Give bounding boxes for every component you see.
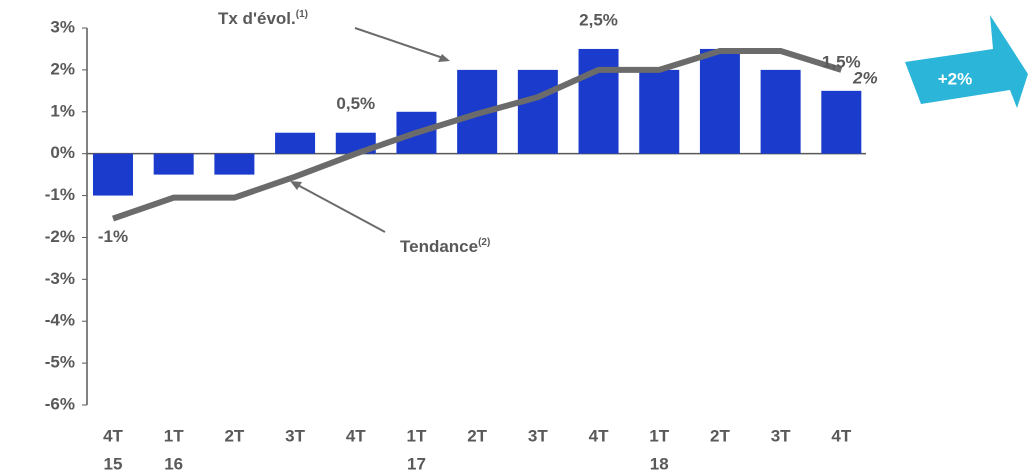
x-tick-label: 4T bbox=[103, 426, 123, 445]
bar bbox=[153, 153, 194, 175]
x-year-label: 18 bbox=[650, 454, 669, 472]
y-tick-label: -1% bbox=[45, 185, 75, 204]
y-tick-label: -3% bbox=[45, 269, 75, 288]
x-tick-label: 3T bbox=[285, 426, 305, 445]
y-tick-label: 3% bbox=[50, 17, 75, 36]
bar bbox=[821, 90, 862, 154]
line-annotation: Tendance(2) bbox=[400, 237, 490, 257]
data-label: 2,5% bbox=[579, 10, 618, 29]
data-label: 0,5% bbox=[336, 94, 375, 113]
x-year-label: 17 bbox=[407, 454, 426, 472]
x-tick-label: 4T bbox=[589, 426, 609, 445]
bar bbox=[93, 153, 133, 196]
data-label: 2% bbox=[852, 68, 878, 87]
x-tick-label: 1T bbox=[164, 426, 184, 445]
annotation-arrow bbox=[354, 27, 447, 60]
x-tick-label: 3T bbox=[771, 426, 791, 445]
x-tick-label: 3T bbox=[528, 426, 548, 445]
bar bbox=[214, 153, 255, 175]
arrow-head bbox=[438, 54, 450, 62]
x-tick-label: 4T bbox=[346, 426, 366, 445]
bar bbox=[517, 69, 558, 154]
bar bbox=[639, 69, 680, 154]
bar bbox=[275, 132, 316, 154]
annotation-text: Tx d'évol. bbox=[218, 9, 296, 28]
x-tick-label: 4T bbox=[831, 426, 851, 445]
annotation-sup: (1) bbox=[296, 9, 308, 20]
y-tick-label: 2% bbox=[50, 59, 75, 78]
arrow-head bbox=[290, 181, 302, 190]
x-tick-label: 2T bbox=[467, 426, 487, 445]
x-tick-label: 1T bbox=[407, 426, 427, 445]
trend-line bbox=[112, 48, 843, 222]
bar bbox=[699, 48, 740, 154]
annotation-arrow bbox=[293, 182, 386, 233]
y-tick-label: 1% bbox=[50, 101, 75, 120]
y-tick-label: -6% bbox=[45, 394, 75, 413]
y-tick-label: -4% bbox=[45, 311, 75, 330]
callout-arrow bbox=[905, 15, 1028, 108]
data-label: 1,5% bbox=[822, 52, 861, 71]
bar-annotation: Tx d'évol.(1) bbox=[218, 9, 308, 29]
y-tick-label: -2% bbox=[45, 227, 75, 246]
bar bbox=[578, 48, 619, 154]
annotation-text: Tendance bbox=[400, 237, 478, 256]
y-tick-label: -5% bbox=[45, 353, 75, 372]
bar bbox=[760, 69, 801, 154]
data-label: -1% bbox=[98, 227, 128, 246]
x-tick-label: 2T bbox=[224, 426, 244, 445]
x-tick-label: 2T bbox=[710, 426, 730, 445]
x-year-label: 16 bbox=[164, 454, 183, 472]
y-tick-label: 0% bbox=[50, 143, 75, 162]
x-year-label: 15 bbox=[104, 454, 123, 472]
annotation-sup: (2) bbox=[478, 237, 490, 248]
x-tick-label: 1T bbox=[649, 426, 669, 445]
callout-text: +2% bbox=[938, 69, 973, 88]
